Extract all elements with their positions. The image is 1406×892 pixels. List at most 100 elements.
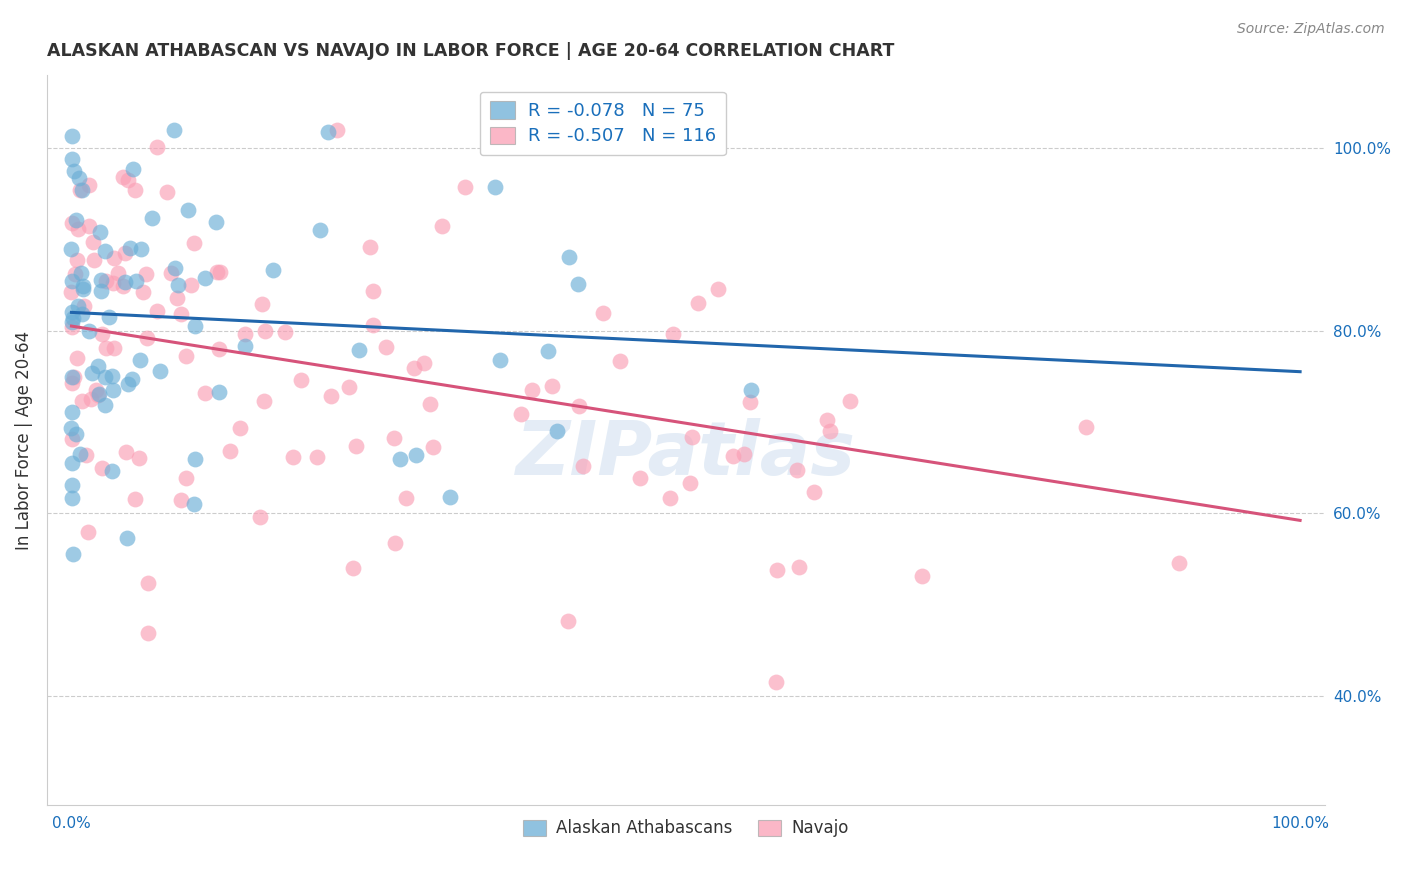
Point — [658, 491, 681, 505]
Point — [75, 448, 97, 462]
Point — [170, 307, 193, 321]
Point — [347, 343, 370, 357]
Point — [166, 291, 188, 305]
Point — [235, 326, 257, 341]
Point — [194, 386, 217, 401]
Point — [66, 252, 89, 267]
Point — [167, 278, 190, 293]
Point — [208, 384, 231, 399]
Point — [136, 330, 159, 344]
Text: Source: ZipAtlas.com: Source: ZipAtlas.com — [1237, 22, 1385, 37]
Point — [174, 471, 197, 485]
Point — [93, 370, 115, 384]
Point — [65, 212, 87, 227]
Point — [679, 475, 702, 490]
Point — [274, 325, 297, 339]
Point — [572, 458, 595, 473]
Point — [342, 560, 364, 574]
Point — [359, 240, 381, 254]
Point — [149, 364, 172, 378]
Point — [388, 452, 411, 467]
Point — [254, 324, 277, 338]
Point — [765, 563, 787, 577]
Point — [124, 492, 146, 507]
Point — [103, 252, 125, 266]
Point — [67, 299, 90, 313]
Point — [235, 339, 257, 353]
Point — [60, 152, 83, 166]
Point — [592, 306, 614, 320]
Y-axis label: In Labor Force | Age 20-64: In Labor Force | Age 20-64 — [15, 331, 32, 549]
Point — [114, 246, 136, 260]
Point — [208, 265, 231, 279]
Point — [135, 267, 157, 281]
Point — [60, 370, 83, 384]
Point — [128, 451, 150, 466]
Point — [69, 183, 91, 197]
Point — [305, 450, 328, 464]
Point — [733, 447, 755, 461]
Point — [60, 304, 83, 318]
Point — [100, 369, 122, 384]
Point — [180, 278, 202, 293]
Point — [69, 447, 91, 461]
Point — [114, 276, 136, 290]
Point — [67, 221, 90, 235]
Point — [537, 343, 560, 358]
Point — [121, 372, 143, 386]
Point — [115, 445, 138, 459]
Point — [363, 318, 385, 332]
Point — [262, 263, 284, 277]
Point — [815, 413, 838, 427]
Point — [111, 169, 134, 184]
Point — [98, 310, 121, 325]
Point — [62, 311, 84, 326]
Point — [112, 278, 135, 293]
Point — [163, 260, 186, 275]
Point — [290, 373, 312, 387]
Point — [77, 178, 100, 193]
Point — [361, 284, 384, 298]
Point — [87, 359, 110, 374]
Point — [422, 440, 444, 454]
Point — [568, 400, 591, 414]
Point — [681, 430, 703, 444]
Point — [90, 284, 112, 298]
Point — [439, 491, 461, 505]
Point — [101, 276, 124, 290]
Point — [662, 327, 685, 342]
Point — [60, 242, 83, 256]
Point — [787, 559, 810, 574]
Point — [740, 395, 762, 409]
Legend: Alaskan Athabascans, Navajo: Alaskan Athabascans, Navajo — [516, 813, 855, 844]
Point — [72, 394, 94, 409]
Point — [91, 461, 114, 475]
Point — [419, 397, 441, 411]
Point — [62, 547, 84, 561]
Point — [308, 222, 330, 236]
Point — [118, 241, 141, 255]
Point — [72, 279, 94, 293]
Point — [567, 277, 589, 292]
Point — [63, 369, 86, 384]
Point — [686, 296, 709, 310]
Point — [65, 427, 87, 442]
Point — [60, 376, 83, 391]
Point — [146, 304, 169, 318]
Point — [79, 219, 101, 233]
Point — [101, 384, 124, 398]
Point — [707, 282, 730, 296]
Point — [818, 424, 841, 438]
Point — [1076, 420, 1098, 434]
Point — [405, 448, 427, 462]
Point — [205, 265, 228, 279]
Point — [60, 216, 83, 230]
Point — [194, 271, 217, 285]
Point — [838, 394, 860, 409]
Point — [174, 349, 197, 363]
Point — [344, 439, 367, 453]
Point — [520, 383, 543, 397]
Point — [76, 524, 98, 539]
Point — [129, 242, 152, 256]
Point — [62, 491, 84, 505]
